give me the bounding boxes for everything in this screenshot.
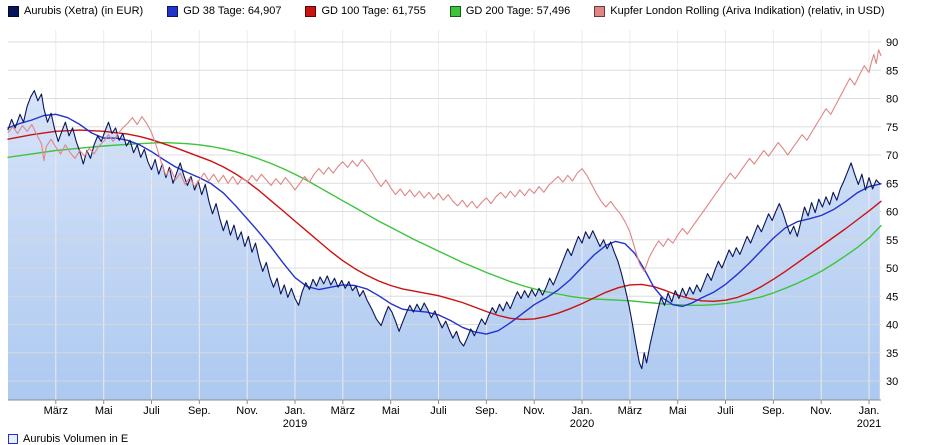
legend-item-aurubis: Aurubis (Xetra) (in EUR) [8,5,143,17]
y-axis-labels: 90 85 80 75 70 65 60 55 50 45 40 35 30 [886,37,898,388]
x-tick-label: Juli [143,405,160,417]
y-tick-label: 60 [886,207,898,219]
x-tick-label: Jan. [572,405,593,417]
y-tick-label: 55 [886,235,898,247]
x-tick-label: Sep. [475,405,498,417]
price-area-fill [8,90,880,400]
x-tick-label: Nov. [236,405,258,417]
gridlines [8,30,881,400]
x-tick-label: Juli [717,405,734,417]
year-label: 2021 [857,418,881,430]
series-line-gd38 [7,113,882,335]
y-tick-label: 50 [886,263,898,275]
legend-item-gd38: GD 38 Tage: 64,907 [167,5,281,17]
legend-label: GD 200 Tage: 57,496 [465,5,571,17]
y-tick-label: 45 [886,291,898,303]
y-tick-label: 75 [886,122,898,134]
legend-swatch-icon [594,5,606,17]
y-tick-label: 80 [886,94,898,106]
legend-label: GD 38 Tage: 64,907 [183,5,282,17]
legend-swatch-icon [167,5,179,17]
legend-swatch-icon [8,5,19,17]
legend-swatch-icon [305,5,317,17]
y-tick-label: 30 [886,376,898,388]
series-line-aurubis [7,90,881,370]
legend-label: Aurubis (Xetra) (in EUR) [24,5,144,17]
x-tick-label: Juli [430,405,447,417]
series-line-gd200 [7,141,882,306]
x-tick-label: Nov. [523,405,545,417]
volume-legend: Aurubis Volumen in E [8,433,128,445]
y-tick-label: 85 [886,65,898,77]
x-tick-label: März [331,405,355,417]
x-tick-label: Nov. [810,405,832,417]
x-tick-label: Mai [382,405,400,417]
series-line-kupfer [7,49,882,272]
y-tick-label: 90 [886,37,898,49]
y-tick-label: 35 [886,348,898,360]
x-tick-label: März [618,405,642,417]
volume-legend-label: Aurubis Volumen in E [23,433,129,445]
year-label: 2019 [283,418,307,430]
series-line-gd100 [7,129,882,321]
x-tick-label: Jan. [285,405,306,417]
x-tick-label: März [44,405,68,417]
chart-legend: Aurubis (Xetra) (in EUR) GD 38 Tage: 64,9… [8,5,885,17]
y-tick-label: 70 [886,150,898,162]
y-tick-label: 65 [886,178,898,190]
legend-item-gd100: GD 100 Tage: 61,755 [305,5,426,17]
legend-label: Kupfer London Rolling (Ariva Indikation)… [610,5,885,17]
x-tick-label: Mai [669,405,687,417]
year-label: 2020 [570,418,594,430]
x-tick-label: Sep. [762,405,785,417]
legend-item-gd200: GD 200 Tage: 57,496 [449,5,571,17]
y-tick-label: 40 [886,320,898,332]
legend-item-kupfer: Kupfer London Rolling (Ariva Indikation)… [594,5,885,17]
legend-swatch-icon [449,5,461,17]
x-tick-label: Jan. [859,405,880,417]
x-tick-label: Mai [95,405,113,417]
x-axis [8,399,881,404]
volume-legend-swatch-icon [8,434,18,444]
legend-label: GD 100 Tage: 61,755 [321,5,426,17]
x-tick-label: Sep. [188,405,211,417]
